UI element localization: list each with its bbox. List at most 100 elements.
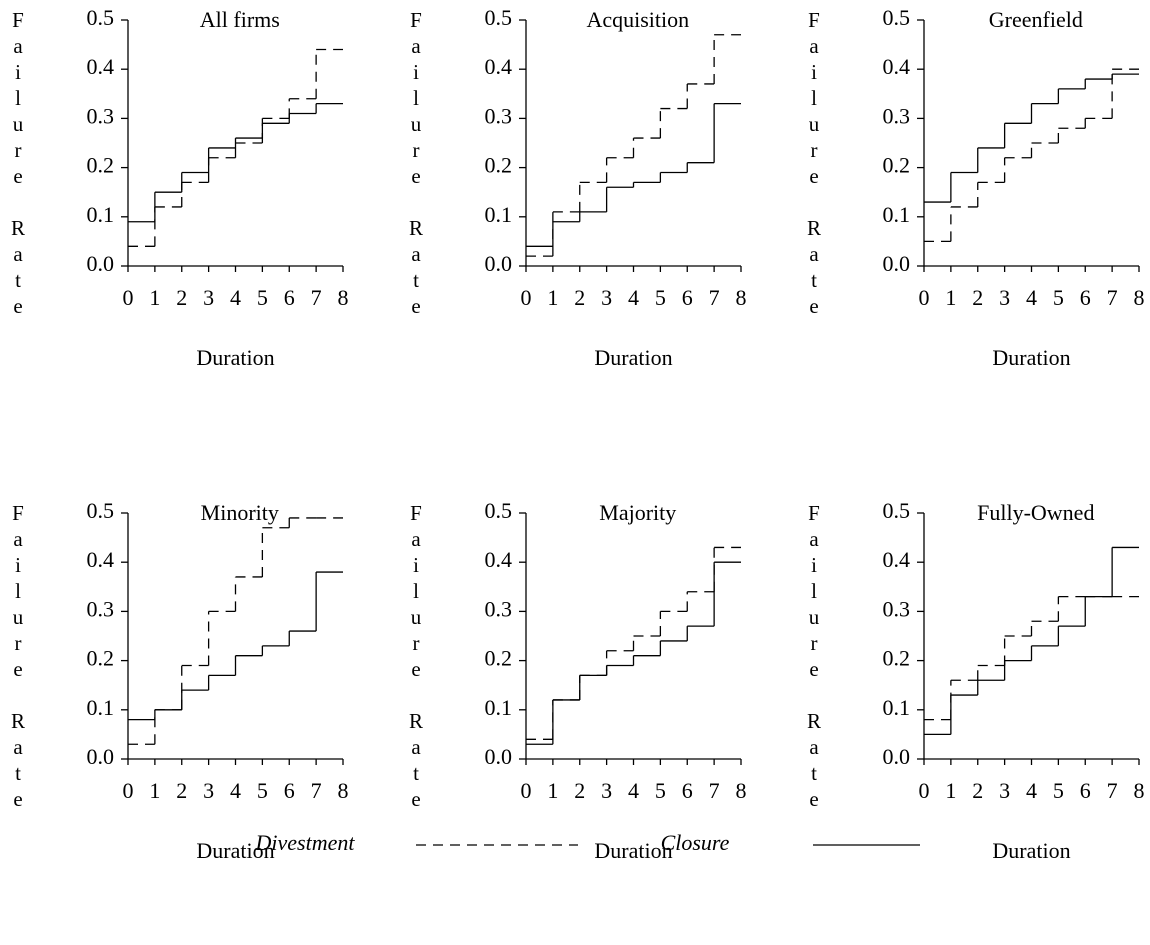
x-tick-label: 0 bbox=[521, 778, 532, 803]
y-tick-label: 0.4 bbox=[883, 54, 911, 79]
x-tick-label: 7 bbox=[311, 778, 322, 803]
x-tick-label: 4 bbox=[628, 778, 639, 803]
y-tick-label: 0.0 bbox=[883, 251, 911, 276]
y-tick-label: 0.4 bbox=[883, 547, 911, 572]
y-tick-label: 0.3 bbox=[485, 596, 513, 621]
x-tick-label: 3 bbox=[601, 285, 612, 310]
y-tick-label: 0.2 bbox=[485, 153, 513, 178]
x-tick-label: 3 bbox=[601, 778, 612, 803]
y-tick-label: 0.5 bbox=[87, 498, 115, 523]
x-tick-label: 6 bbox=[1080, 778, 1091, 803]
x-tick-label: 4 bbox=[230, 778, 241, 803]
x-tick-label: 2 bbox=[972, 778, 983, 803]
x-tick-label: 4 bbox=[230, 285, 241, 310]
y-tick-label: 0.1 bbox=[883, 695, 911, 720]
x-axis-label: Duration bbox=[992, 345, 1070, 370]
x-tick-label: 8 bbox=[338, 778, 349, 803]
x-tick-label: 5 bbox=[257, 778, 268, 803]
y-tick-label: 0.4 bbox=[87, 54, 115, 79]
x-tick-label: 3 bbox=[203, 778, 214, 803]
x-tick-label: 0 bbox=[919, 778, 930, 803]
y-tick-label: 0.3 bbox=[883, 596, 911, 621]
x-tick-label: 7 bbox=[1107, 778, 1118, 803]
y-tick-label: 0.5 bbox=[485, 498, 513, 523]
y-tick-label: 0.3 bbox=[485, 103, 513, 128]
x-tick-label: 8 bbox=[736, 778, 747, 803]
x-tick-label: 5 bbox=[1053, 285, 1064, 310]
y-tick-label: 0.1 bbox=[87, 202, 115, 227]
y-tick-label: 0.4 bbox=[485, 54, 513, 79]
x-tick-label: 2 bbox=[176, 778, 187, 803]
x-tick-label: 0 bbox=[123, 285, 134, 310]
x-tick-label: 0 bbox=[123, 778, 134, 803]
x-tick-label: 2 bbox=[176, 285, 187, 310]
x-tick-label: 5 bbox=[655, 285, 666, 310]
x-tick-label: 5 bbox=[655, 778, 666, 803]
x-axis-label: Duration bbox=[992, 838, 1070, 863]
x-tick-label: 4 bbox=[1026, 285, 1037, 310]
y-tick-label: 0.3 bbox=[87, 103, 115, 128]
x-tick-label: 7 bbox=[709, 778, 720, 803]
x-tick-label: 1 bbox=[945, 285, 956, 310]
y-tick-label: 0.2 bbox=[87, 646, 115, 671]
y-tick-label: 0.0 bbox=[485, 744, 513, 769]
x-tick-label: 1 bbox=[547, 778, 558, 803]
chart-title: Greenfield bbox=[989, 7, 1083, 32]
x-tick-label: 2 bbox=[574, 778, 585, 803]
x-tick-label: 7 bbox=[1107, 285, 1118, 310]
x-tick-label: 2 bbox=[574, 285, 585, 310]
x-tick-label: 6 bbox=[682, 285, 693, 310]
y-axis-label: Failure Rate bbox=[802, 8, 826, 320]
y-tick-label: 0.1 bbox=[883, 202, 911, 227]
x-tick-label: 6 bbox=[682, 778, 693, 803]
x-tick-label: 5 bbox=[257, 285, 268, 310]
y-tick-label: 0.2 bbox=[485, 646, 513, 671]
chart-title: Fully-Owned bbox=[977, 500, 1094, 525]
y-tick-label: 0.2 bbox=[883, 153, 911, 178]
y-tick-label: 0.4 bbox=[485, 547, 513, 572]
x-tick-label: 4 bbox=[1026, 778, 1037, 803]
y-tick-label: 0.5 bbox=[883, 5, 911, 30]
y-tick-label: 0.1 bbox=[87, 695, 115, 720]
x-tick-label: 1 bbox=[945, 778, 956, 803]
x-tick-label: 0 bbox=[919, 285, 930, 310]
y-tick-label: 0.4 bbox=[87, 547, 115, 572]
x-tick-label: 1 bbox=[547, 285, 558, 310]
x-axis-label: Duration bbox=[196, 345, 274, 370]
x-tick-label: 6 bbox=[284, 285, 295, 310]
y-tick-label: 0.0 bbox=[87, 744, 115, 769]
y-tick-label: 0.0 bbox=[883, 744, 911, 769]
chart-title: Minority bbox=[201, 500, 279, 525]
x-tick-label: 6 bbox=[284, 778, 295, 803]
x-tick-label: 5 bbox=[1053, 778, 1064, 803]
x-axis-label: Duration bbox=[196, 838, 274, 863]
y-axis-label: Failure Rate bbox=[6, 501, 30, 813]
y-tick-label: 0.5 bbox=[87, 5, 115, 30]
y-tick-label: 0.5 bbox=[883, 498, 911, 523]
legend-label: Closure bbox=[661, 830, 730, 855]
x-tick-label: 7 bbox=[709, 285, 720, 310]
x-tick-label: 8 bbox=[1134, 285, 1145, 310]
y-tick-label: 0.1 bbox=[485, 695, 513, 720]
x-tick-label: 8 bbox=[736, 285, 747, 310]
y-tick-label: 0.3 bbox=[87, 596, 115, 621]
chart-title: Acquisition bbox=[586, 7, 689, 32]
x-tick-label: 1 bbox=[149, 285, 160, 310]
x-tick-label: 2 bbox=[972, 285, 983, 310]
x-tick-label: 1 bbox=[149, 778, 160, 803]
y-axis-label: Failure Rate bbox=[6, 8, 30, 320]
x-tick-label: 8 bbox=[1134, 778, 1145, 803]
x-tick-label: 3 bbox=[203, 285, 214, 310]
x-tick-label: 6 bbox=[1080, 285, 1091, 310]
y-tick-label: 0.2 bbox=[87, 153, 115, 178]
x-tick-label: 0 bbox=[521, 285, 532, 310]
y-tick-label: 0.2 bbox=[883, 646, 911, 671]
y-tick-label: 0.1 bbox=[485, 202, 513, 227]
x-tick-label: 4 bbox=[628, 285, 639, 310]
x-axis-label: Duration bbox=[594, 345, 672, 370]
x-tick-label: 3 bbox=[999, 285, 1010, 310]
chart-title: Majority bbox=[599, 500, 676, 525]
x-axis-label: Duration bbox=[594, 838, 672, 863]
y-tick-label: 0.0 bbox=[87, 251, 115, 276]
